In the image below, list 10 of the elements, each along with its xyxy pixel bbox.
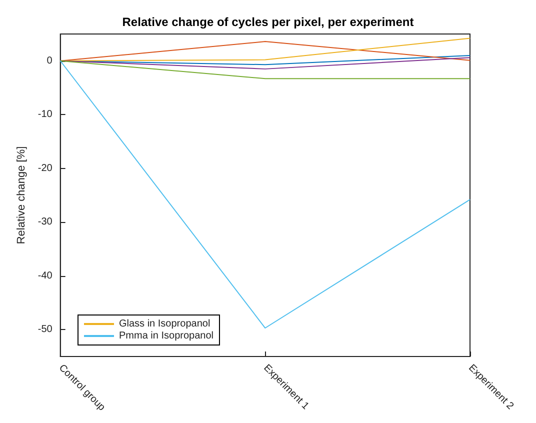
legend-label: Glass in Isopropanol [119,318,210,330]
chart-title: Relative change of cycles per pixel, per experiment [122,15,414,29]
y-tick-label: -50 [38,324,53,336]
y-tick-label: 0 [46,55,53,66]
y-tick-label: -10 [38,109,53,120]
legend-label: Pmma in Isopropanol [119,330,214,342]
y-axis-title: Relative change [%] [16,146,28,244]
y-tick-label: -20 [38,162,53,174]
y-tick-label: -30 [38,216,53,228]
y-tick-label: -40 [38,270,53,282]
